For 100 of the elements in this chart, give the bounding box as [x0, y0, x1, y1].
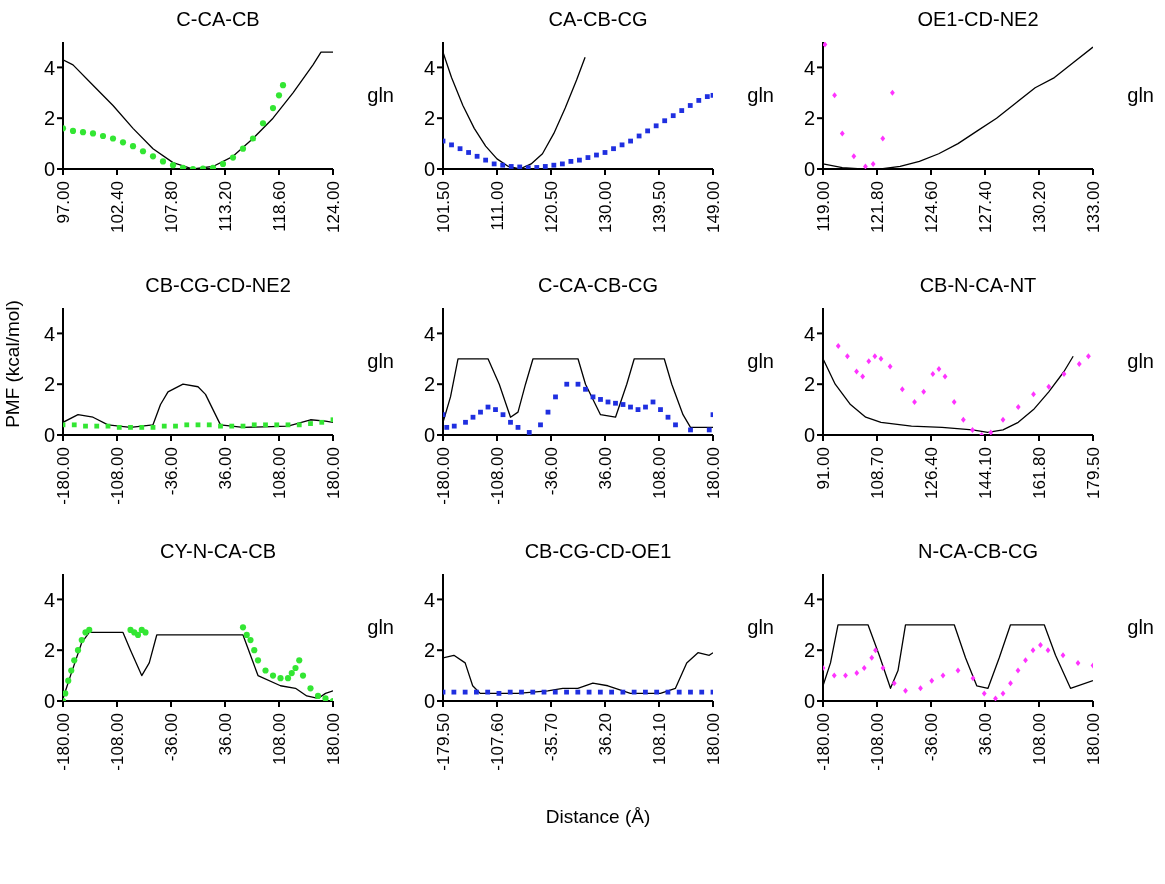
chart-title: OE1-CD-NE2: [916, 8, 1040, 32]
point: [538, 422, 543, 428]
x-tick-label: 179.50: [1083, 447, 1103, 499]
point: [598, 397, 603, 402]
point: [653, 123, 659, 129]
x-tick-label: -36.00: [541, 447, 561, 496]
point: [139, 148, 147, 155]
chart-title: CB-N-CA-NT: [918, 274, 1038, 298]
point: [878, 355, 884, 362]
x-tick-label: 130.00: [595, 181, 615, 233]
x-tick-label: 119.00: [813, 181, 833, 232]
x-tick-label: 124.60: [921, 181, 941, 233]
point: [670, 113, 676, 119]
point: [275, 92, 283, 99]
chart-title: CY-N-CA-CB: [159, 540, 277, 564]
x-tick-label: 180.00: [1083, 713, 1103, 765]
point: [259, 120, 267, 127]
point: [322, 695, 329, 701]
x-tick-label: -36.00: [921, 713, 941, 762]
point: [78, 636, 85, 644]
x-tick-label: 130.20: [1029, 181, 1049, 233]
text: gln: [1127, 84, 1154, 107]
point: [890, 89, 895, 96]
point: [861, 664, 867, 671]
chart-title: C-CA-CB: [175, 8, 261, 32]
x-tick-label: -36.00: [161, 447, 181, 496]
point: [936, 365, 942, 372]
point: [1015, 404, 1021, 411]
x-tick-label: -179.50: [433, 713, 453, 771]
y-tick-label: 2: [43, 107, 55, 130]
point: [912, 398, 917, 405]
point: [564, 381, 570, 387]
y-tick-label: 0: [43, 424, 55, 447]
x-tick-label: -107.60: [487, 713, 507, 771]
point: [86, 626, 93, 633]
text: gln: [747, 350, 774, 373]
point: [918, 685, 923, 692]
y-tick-label: 2: [803, 373, 815, 396]
point: [119, 139, 127, 146]
point: [577, 157, 582, 163]
point: [951, 398, 957, 405]
point: [279, 82, 287, 89]
x-tick-label: 36.20: [595, 713, 615, 756]
point: [955, 667, 961, 674]
y-tick-label: 2: [803, 107, 815, 130]
point: [854, 670, 860, 677]
point: [845, 353, 850, 360]
y-tick-label: 4: [423, 322, 435, 345]
point: [99, 132, 107, 140]
y-tick-label: 0: [43, 158, 55, 181]
x-tick-label: 161.80: [1029, 447, 1049, 499]
point: [254, 657, 262, 664]
x-tick-label: 108.00: [269, 447, 289, 499]
point: [219, 160, 227, 167]
point: [239, 624, 247, 631]
point: [970, 675, 976, 682]
point: [866, 358, 872, 365]
point: [292, 664, 299, 672]
x-tick-label: 124.00: [323, 181, 343, 233]
point: [542, 164, 548, 169]
point: [69, 127, 77, 134]
point: [613, 400, 618, 406]
text: gln: [367, 350, 394, 373]
point: [526, 430, 532, 435]
y-tick-label: 2: [423, 639, 435, 662]
point: [247, 636, 254, 644]
point: [269, 672, 277, 679]
point: [1015, 667, 1021, 674]
x-tick-label: 180.00: [323, 713, 343, 765]
point: [1086, 353, 1091, 360]
x-tick-label: 102.40: [107, 181, 127, 233]
point: [940, 672, 946, 679]
point: [262, 667, 269, 674]
point: [993, 695, 998, 701]
y-tick-label: 0: [43, 690, 55, 713]
x-tick-label: 91.00: [813, 447, 833, 490]
x-tick-label: 118.60: [269, 181, 289, 232]
point: [891, 680, 897, 687]
point: [831, 672, 837, 679]
text: gln: [747, 84, 774, 107]
x-tick-label: 36.00: [975, 713, 995, 756]
point: [159, 158, 167, 165]
x-tick-label: 180.00: [703, 713, 723, 765]
point: [466, 150, 471, 155]
x-tick-label: 108.70: [867, 447, 887, 499]
x-tick-label: 111.00: [487, 181, 507, 231]
x-tick-label: -108.00: [107, 447, 127, 505]
point: [307, 685, 314, 692]
point: [903, 687, 908, 694]
point: [79, 129, 87, 136]
x-tick-label: -108.00: [107, 713, 127, 771]
x-tick-label: 113.20: [215, 181, 235, 232]
x-tick-label: 108.00: [1029, 713, 1049, 765]
x-tick-label: 149.00: [703, 181, 723, 233]
point: [860, 373, 866, 380]
y-tick-label: 4: [423, 588, 435, 611]
point: [870, 160, 876, 167]
point: [679, 108, 685, 113]
chart-title: CB-CG-CD-OE1: [523, 540, 673, 564]
y-tick-label: 2: [423, 373, 435, 396]
